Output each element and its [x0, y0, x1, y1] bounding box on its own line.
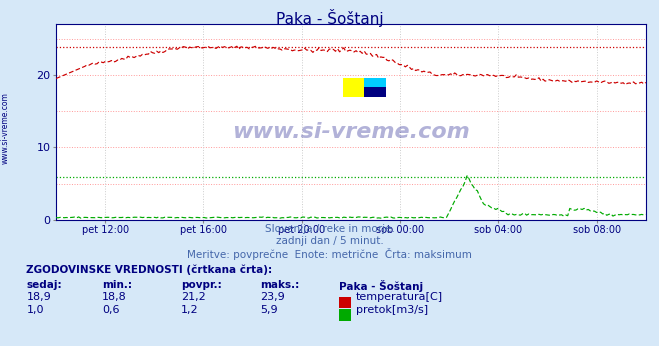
Text: 1,0: 1,0 [26, 305, 44, 315]
Text: Meritve: povprečne  Enote: metrične  Črta: maksimum: Meritve: povprečne Enote: metrične Črta:… [187, 248, 472, 260]
Text: maks.:: maks.: [260, 280, 300, 290]
Text: 5,9: 5,9 [260, 305, 278, 315]
Text: 0,6: 0,6 [102, 305, 120, 315]
Text: zadnji dan / 5 minut.: zadnji dan / 5 minut. [275, 236, 384, 246]
Text: povpr.:: povpr.: [181, 280, 222, 290]
Text: 1,2: 1,2 [181, 305, 199, 315]
Text: sedaj:: sedaj: [26, 280, 62, 290]
Text: min.:: min.: [102, 280, 132, 290]
Text: 18,9: 18,9 [26, 292, 51, 302]
Text: www.si-vreme.com: www.si-vreme.com [1, 92, 10, 164]
Text: www.si-vreme.com: www.si-vreme.com [232, 122, 470, 142]
Text: ZGODOVINSKE VREDNOSTI (črtkana črta):: ZGODOVINSKE VREDNOSTI (črtkana črta): [26, 265, 272, 275]
Text: 18,8: 18,8 [102, 292, 127, 302]
Text: pretok[m3/s]: pretok[m3/s] [356, 305, 428, 315]
Text: temperatura[C]: temperatura[C] [356, 292, 443, 302]
Text: Paka - Šoštanj: Paka - Šoštanj [275, 9, 384, 27]
Text: Slovenija / reke in morje.: Slovenija / reke in morje. [264, 224, 395, 234]
Text: 23,9: 23,9 [260, 292, 285, 302]
Text: 21,2: 21,2 [181, 292, 206, 302]
Text: Paka - Šoštanj: Paka - Šoštanj [339, 280, 424, 292]
